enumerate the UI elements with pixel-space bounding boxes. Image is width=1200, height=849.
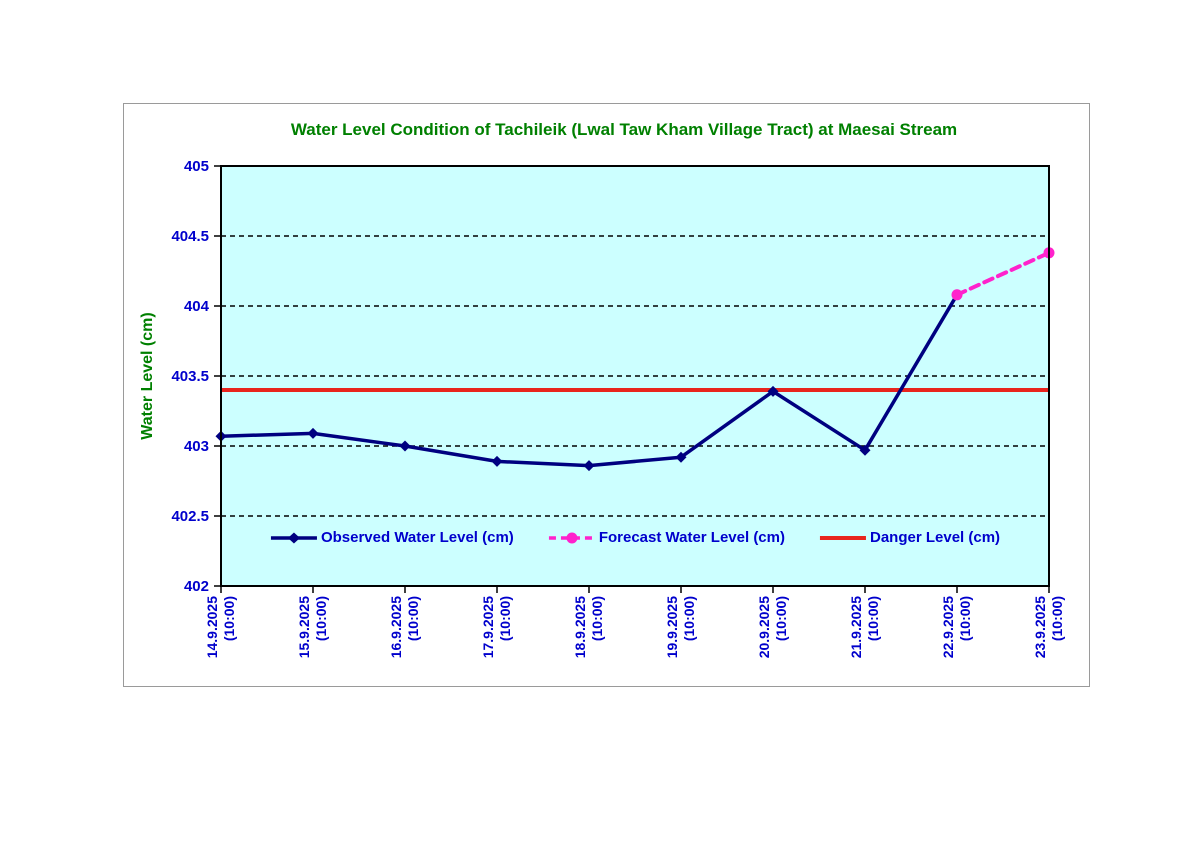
legend-item-observed: Observed Water Level (cm) bbox=[270, 529, 514, 546]
x-axis-tick-label: 23.9.2025 (10:00) bbox=[1032, 596, 1065, 658]
observed-data-point bbox=[767, 385, 779, 397]
x-axis-tick-label: 16.9.2025 (10:00) bbox=[388, 596, 421, 658]
y-axis-tick-label: 402 bbox=[184, 578, 209, 595]
observed-data-point bbox=[491, 455, 503, 467]
x-tick-time: (10:00) bbox=[957, 596, 973, 641]
legend-swatch-forecast-icon bbox=[548, 532, 595, 543]
x-axis-tick-label: 20.9.2025 (10:00) bbox=[756, 596, 789, 658]
x-tick-date: 16.9.2025 bbox=[388, 596, 404, 658]
x-axis-tick-label: 14.9.2025 (10:00) bbox=[204, 596, 237, 658]
x-tick-time: (10:00) bbox=[405, 596, 421, 641]
x-tick-date: 19.9.2025 bbox=[664, 596, 680, 658]
forecast-series-line bbox=[955, 250, 1051, 297]
legend-item-forecast: Forecast Water Level (cm) bbox=[548, 529, 785, 546]
observed-data-point bbox=[675, 451, 687, 463]
legend: Observed Water Level (cm) Forecast Water … bbox=[270, 529, 1000, 546]
x-tick-date: 15.9.2025 bbox=[296, 596, 312, 658]
legend-swatch-observed-icon bbox=[270, 532, 317, 543]
legend-label-observed: Observed Water Level (cm) bbox=[320, 529, 514, 546]
y-axis-tick-label: 404 bbox=[184, 298, 210, 315]
x-tick-time: (10:00) bbox=[589, 596, 605, 641]
x-tick-date: 22.9.2025 bbox=[940, 596, 956, 658]
chart-frame: 402 402.5 403 403.5 404 404.5 405 14.9.2025 (10:… bbox=[123, 103, 1090, 687]
x-tick-time: (10:00) bbox=[1049, 596, 1065, 641]
y-axis-tick-label: 403 bbox=[184, 438, 209, 455]
forecast-data-point bbox=[951, 289, 963, 301]
legend-label-forecast: Forecast Water Level (cm) bbox=[598, 529, 785, 546]
observed-data-point bbox=[399, 440, 411, 452]
x-axis-tick-label: 21.9.2025 (10:00) bbox=[848, 596, 881, 658]
x-tick-date: 20.9.2025 bbox=[756, 596, 772, 658]
y-axis-tick-label: 402.5 bbox=[171, 508, 209, 525]
observed-data-point bbox=[859, 444, 871, 456]
y-axis-tick-label: 403.5 bbox=[171, 368, 209, 385]
x-axis-tick-label: 18.9.2025 (10:00) bbox=[572, 596, 605, 658]
x-axis-tick-label: 17.9.2025 (10:00) bbox=[480, 596, 513, 658]
x-tick-date: 17.9.2025 bbox=[480, 596, 496, 658]
x-axis-tick-label: 22.9.2025 (10:00) bbox=[940, 596, 973, 658]
x-axis-tick-label: 15.9.2025 (10:00) bbox=[296, 596, 329, 658]
chart-title: Water Level Condition of Tachileik (Lwal… bbox=[290, 120, 958, 139]
legend-label-danger: Danger Level (cm) bbox=[870, 529, 1001, 546]
y-axis-title: Water Level (cm) bbox=[139, 312, 156, 440]
x-tick-date: 23.9.2025 bbox=[1032, 596, 1048, 658]
x-tick-date: 21.9.2025 bbox=[848, 596, 864, 658]
x-tick-time: (10:00) bbox=[313, 596, 329, 641]
x-tick-time: (10:00) bbox=[497, 596, 513, 641]
plot-border bbox=[220, 165, 1050, 587]
x-tick-time: (10:00) bbox=[221, 596, 237, 641]
observed-data-point bbox=[307, 427, 319, 439]
legend-item-danger: Danger Level (cm) bbox=[819, 529, 1000, 546]
x-tick-time: (10:00) bbox=[681, 596, 697, 641]
x-tick-date: 14.9.2025 bbox=[204, 596, 220, 658]
x-tick-time: (10:00) bbox=[865, 596, 881, 641]
x-tick-time: (10:00) bbox=[773, 596, 789, 641]
x-tick-date: 18.9.2025 bbox=[572, 596, 588, 658]
x-axis-tick-label: 19.9.2025 (10:00) bbox=[664, 596, 697, 658]
y-axis-tick-label: 405 bbox=[184, 158, 209, 175]
legend-swatch-danger-icon bbox=[820, 535, 866, 540]
observed-data-point bbox=[583, 460, 595, 472]
y-axis-tick-label: 404.5 bbox=[171, 228, 209, 245]
